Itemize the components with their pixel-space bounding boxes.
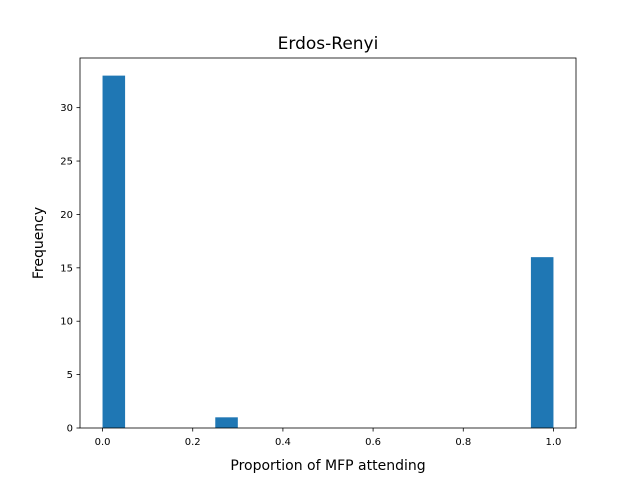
- histogram-bar: [102, 75, 126, 428]
- x-tick-label: 1.0: [546, 437, 562, 448]
- y-tick-label: 0: [67, 424, 73, 435]
- plot-frame: [79, 57, 577, 429]
- y-tick-label: 20: [60, 210, 73, 221]
- x-tick-label: 0.8: [455, 437, 471, 448]
- histogram-bar: [215, 417, 238, 428]
- x-axis-label: Proportion of MFP attending: [230, 458, 425, 474]
- y-tick-label: 5: [67, 370, 73, 381]
- x-axis-ticks: 0.0 0.2 0.4 0.6 0.8 1.0: [95, 428, 562, 448]
- x-tick-label: 0.0: [95, 437, 111, 448]
- y-tick-label: 25: [60, 157, 73, 168]
- x-tick-label: 0.6: [365, 437, 381, 448]
- y-tick-label: 10: [60, 317, 73, 328]
- bars-group: [102, 75, 554, 428]
- histogram-bar: [530, 257, 554, 428]
- x-tick-label: 0.2: [185, 437, 201, 448]
- y-axis-ticks: 0 5 10 15 20 25 30: [60, 103, 80, 435]
- x-tick-label: 0.4: [275, 437, 291, 448]
- y-axis-label: Frequency: [31, 207, 47, 279]
- chart-title: Erdos-Renyi: [278, 34, 379, 54]
- y-tick-label: 30: [60, 103, 73, 114]
- y-tick-label: 15: [60, 263, 73, 274]
